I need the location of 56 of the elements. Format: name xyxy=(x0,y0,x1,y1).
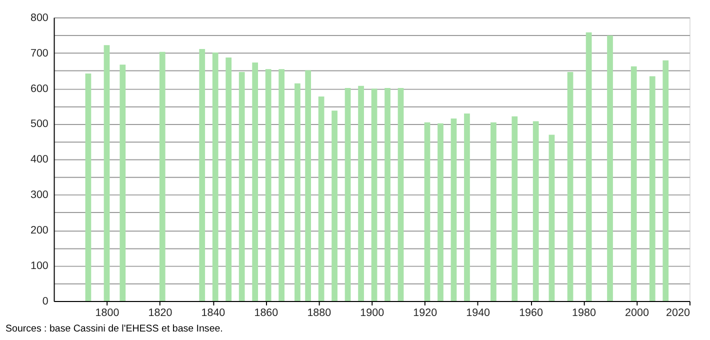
x-tick-label: 1800 xyxy=(95,307,120,320)
x-tick-label: 1960 xyxy=(519,307,544,320)
bar xyxy=(490,122,496,302)
y-tick-label: 200 xyxy=(30,224,48,237)
y-tick-label: 700 xyxy=(30,47,48,60)
bar xyxy=(238,72,245,302)
y-tick-label: 800 xyxy=(30,12,48,24)
y-tick-label: 0 xyxy=(42,295,48,308)
bar xyxy=(532,121,539,302)
bar xyxy=(607,36,613,302)
x-tick-label: 1880 xyxy=(307,307,332,320)
bar xyxy=(512,116,518,302)
x-tick-label: 1900 xyxy=(360,307,384,320)
bar xyxy=(104,45,110,302)
bar xyxy=(212,52,218,302)
bar xyxy=(344,88,351,302)
bar xyxy=(450,118,457,302)
y-tick-label: 600 xyxy=(30,82,48,95)
bar xyxy=(649,76,656,302)
bar xyxy=(252,62,258,302)
bar xyxy=(120,64,126,302)
bar xyxy=(384,88,390,302)
bar xyxy=(318,96,324,302)
bar xyxy=(567,72,574,302)
bar xyxy=(586,32,592,302)
y-tick-label: 500 xyxy=(30,118,48,130)
bar xyxy=(438,123,444,302)
bar xyxy=(548,134,555,302)
bar xyxy=(199,48,206,302)
source-note: Sources : base Cassini de l'EHESS et base Insee. xyxy=(6,323,223,334)
x-tick-label: 2020 xyxy=(666,307,690,320)
x-tick-label: 2000 xyxy=(625,307,649,320)
bar xyxy=(358,86,364,302)
bar xyxy=(662,60,669,302)
x-tick-label: 1820 xyxy=(148,307,172,320)
x-tick-label: 1920 xyxy=(413,307,438,320)
bar xyxy=(424,122,430,302)
y-tick-label: 300 xyxy=(30,189,48,202)
bar xyxy=(294,83,300,302)
y-tick-label: 400 xyxy=(30,154,48,166)
bar xyxy=(265,69,272,302)
bar xyxy=(305,70,311,302)
bar xyxy=(85,73,92,302)
bar xyxy=(630,66,637,302)
x-tick-label: 1840 xyxy=(201,307,226,320)
bar xyxy=(159,52,166,302)
x-tick-label: 1860 xyxy=(254,307,278,320)
bar xyxy=(226,57,232,302)
x-tick-label: 1980 xyxy=(572,307,596,320)
bar xyxy=(464,114,470,302)
bar xyxy=(278,69,285,302)
y-tick-label: 100 xyxy=(30,260,48,272)
bar xyxy=(371,88,378,302)
x-tick-label: 1940 xyxy=(466,307,490,320)
bar xyxy=(398,88,404,302)
bar xyxy=(332,110,338,302)
